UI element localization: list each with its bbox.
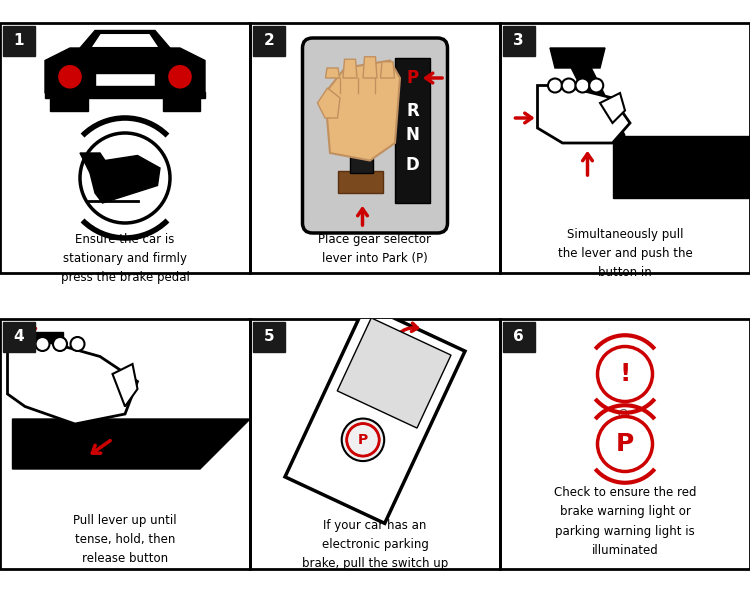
Text: R: R xyxy=(406,101,418,120)
Circle shape xyxy=(58,65,82,89)
Text: 3: 3 xyxy=(514,33,524,48)
FancyBboxPatch shape xyxy=(50,96,88,111)
Polygon shape xyxy=(600,93,625,123)
FancyBboxPatch shape xyxy=(2,25,35,56)
Text: Check to ensure the red
brake warning light or
parking warning light is
illumina: Check to ensure the red brake warning li… xyxy=(554,487,696,556)
FancyBboxPatch shape xyxy=(503,25,535,56)
Polygon shape xyxy=(343,59,357,78)
Text: 4: 4 xyxy=(13,329,24,344)
Text: Place gear selector
lever into Park (P): Place gear selector lever into Park (P) xyxy=(319,233,431,265)
FancyBboxPatch shape xyxy=(2,321,35,352)
Text: 6: 6 xyxy=(513,329,524,344)
Polygon shape xyxy=(25,339,88,419)
Polygon shape xyxy=(8,339,137,424)
Text: 1: 1 xyxy=(13,33,24,48)
Polygon shape xyxy=(613,136,750,198)
Polygon shape xyxy=(90,156,160,203)
Text: 5: 5 xyxy=(263,329,274,344)
Text: Simultaneously pull
the lever and push the
button in: Simultaneously pull the lever and push t… xyxy=(557,228,692,279)
Circle shape xyxy=(53,337,67,351)
Polygon shape xyxy=(380,62,394,78)
Polygon shape xyxy=(325,60,400,160)
Polygon shape xyxy=(317,88,340,118)
Polygon shape xyxy=(538,85,630,143)
FancyBboxPatch shape xyxy=(338,170,382,193)
Circle shape xyxy=(167,65,193,89)
Circle shape xyxy=(70,337,85,351)
Polygon shape xyxy=(13,419,250,469)
FancyBboxPatch shape xyxy=(95,73,155,85)
Text: If your car has an
electronic parking
brake, pull the switch up: If your car has an electronic parking br… xyxy=(302,519,448,570)
Circle shape xyxy=(35,337,50,351)
FancyBboxPatch shape xyxy=(45,92,205,98)
FancyBboxPatch shape xyxy=(302,38,448,233)
Circle shape xyxy=(575,79,590,92)
Circle shape xyxy=(562,79,576,92)
Text: Or: Or xyxy=(617,407,632,420)
Polygon shape xyxy=(326,68,340,78)
FancyBboxPatch shape xyxy=(395,58,430,203)
Circle shape xyxy=(598,417,652,471)
Text: 2: 2 xyxy=(263,33,274,48)
Circle shape xyxy=(342,419,384,461)
Text: P: P xyxy=(616,432,634,456)
Polygon shape xyxy=(568,60,625,136)
Circle shape xyxy=(590,79,603,92)
Circle shape xyxy=(548,79,562,92)
Text: N: N xyxy=(406,127,419,144)
FancyBboxPatch shape xyxy=(503,321,535,352)
FancyBboxPatch shape xyxy=(350,153,373,173)
Polygon shape xyxy=(45,48,205,93)
FancyBboxPatch shape xyxy=(253,25,285,56)
Circle shape xyxy=(598,346,652,401)
Polygon shape xyxy=(90,33,160,48)
Circle shape xyxy=(18,337,32,351)
Polygon shape xyxy=(550,48,605,68)
Text: D: D xyxy=(406,156,419,175)
Text: !: ! xyxy=(620,362,631,386)
Polygon shape xyxy=(80,153,105,173)
Circle shape xyxy=(80,133,170,223)
Polygon shape xyxy=(112,364,137,407)
Polygon shape xyxy=(13,332,62,349)
Polygon shape xyxy=(338,318,451,428)
Polygon shape xyxy=(80,31,170,48)
Text: Ensure the car is
stationary and firmly
press the brake pedal: Ensure the car is stationary and firmly … xyxy=(61,233,190,284)
Text: P: P xyxy=(406,69,418,87)
FancyBboxPatch shape xyxy=(163,96,200,111)
FancyBboxPatch shape xyxy=(253,321,285,352)
Text: P: P xyxy=(358,433,368,447)
Polygon shape xyxy=(285,305,465,523)
Polygon shape xyxy=(363,57,377,78)
Text: Pull lever up until
tense, hold, then
release button: Pull lever up until tense, hold, then re… xyxy=(74,514,177,565)
